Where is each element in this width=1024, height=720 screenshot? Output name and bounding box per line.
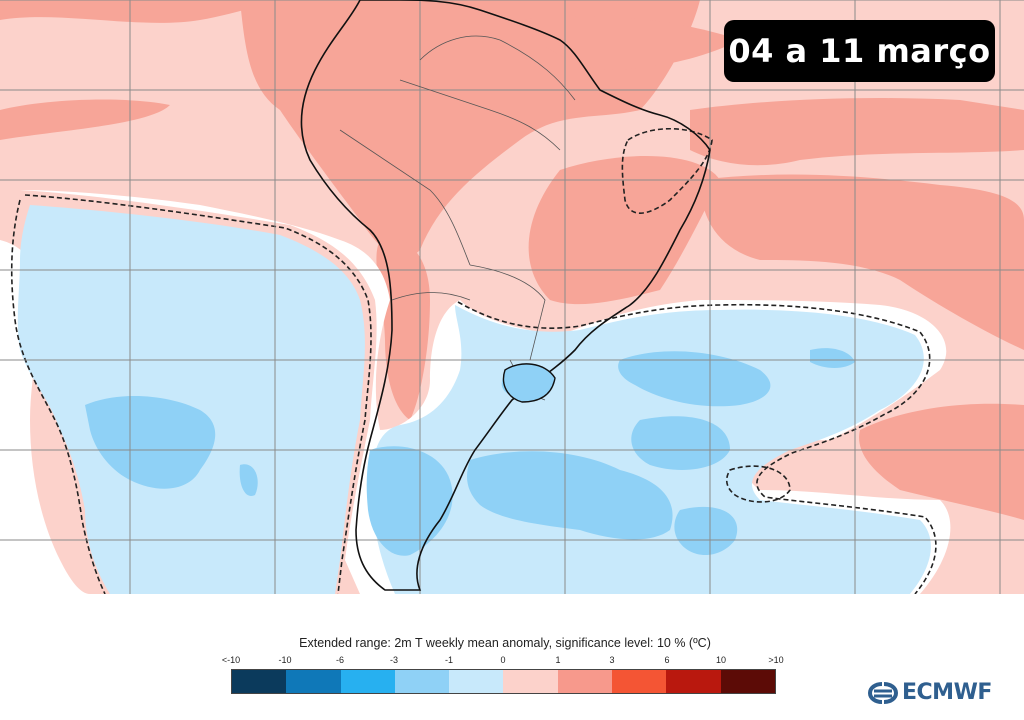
legend-tick-label: >10 <box>768 655 784 665</box>
legend-tick-label: -10 <box>278 655 292 665</box>
ecmwf-logo: ECMWF <box>868 680 992 705</box>
legend-swatch-2 <box>340 670 395 693</box>
legend-tick-label: 1 <box>555 655 561 665</box>
legend-swatch-0 <box>232 670 287 693</box>
legend-tick-label: 10 <box>715 655 727 665</box>
ecmwf-logo-icon <box>868 681 898 704</box>
cool-anomaly-pacific <box>17 205 365 594</box>
legend-tick-label: -1 <box>444 655 454 665</box>
legend-tick-label: <-10 <box>221 655 241 665</box>
anomaly-map: 04 a 11 março <box>0 0 1024 594</box>
color-legend-bar <box>231 669 776 694</box>
lat-lon-grid <box>0 0 1024 594</box>
uruguay-region <box>502 363 556 403</box>
cool-anomaly-core <box>85 348 855 556</box>
legend-tick-label: 3 <box>609 655 615 665</box>
legend-swatch-4 <box>449 670 504 693</box>
legend-swatch-6 <box>557 670 613 693</box>
legend-swatch-5 <box>503 670 558 693</box>
legend-tick-label: 6 <box>664 655 670 665</box>
date-range-badge: 04 a 11 março <box>724 20 995 82</box>
anomaly-map-svg <box>0 0 1024 594</box>
significance-contours <box>10 127 937 594</box>
legend-swatch-8 <box>666 670 721 693</box>
legend-tick-label: -3 <box>389 655 399 665</box>
legend-swatch-3 <box>394 670 450 693</box>
legend-swatch-7 <box>612 670 667 693</box>
warm-anomaly-zones <box>0 0 1024 520</box>
south-america-coastline <box>300 0 711 591</box>
legend-caption: Extended range: 2m T weekly mean anomaly… <box>299 636 711 650</box>
ecmwf-logo-text: ECMWF <box>902 680 992 705</box>
legend-swatch-9 <box>720 670 775 693</box>
legend-tick-label: 0 <box>500 655 506 665</box>
legend-swatch-1 <box>286 670 341 693</box>
country-borders <box>339 35 576 401</box>
legend-tick-label: -6 <box>335 655 345 665</box>
legend-tick-labels: <-10 -10 -6 -3 -1 0 1 3 6 10 >10 <box>222 655 788 667</box>
